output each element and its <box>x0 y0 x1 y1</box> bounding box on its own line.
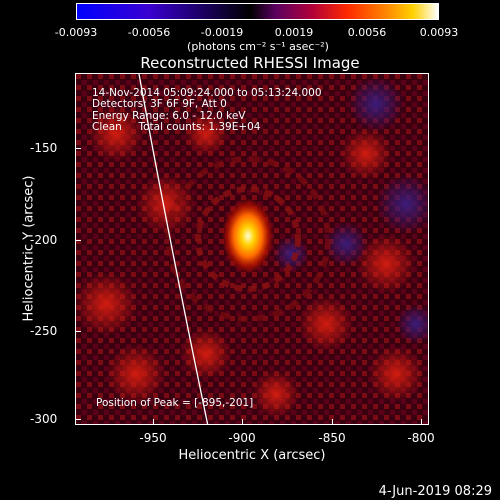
solar-limb <box>138 74 209 424</box>
annotation-time: 14-Nov-2014 05:09:24.000 to 05:13:24.000 <box>92 87 322 99</box>
annotation-peak: Position of Peak = [-895,-201] <box>96 397 254 409</box>
x-tickmark <box>242 419 243 425</box>
colorbar-tick: -0.0093 <box>54 26 98 39</box>
annotation-clean: Clean Total counts: 1.39E+04 <box>92 121 261 133</box>
image-canvas <box>76 74 428 424</box>
colorbar-tick: -0.0019 <box>200 26 244 39</box>
x-tickmark <box>332 419 333 425</box>
colorbar-tick: 0.0019 <box>274 26 314 39</box>
x-tick-label: -850 <box>318 431 346 445</box>
y-axis-label: Heliocentric Y (arcsec) <box>21 175 37 322</box>
colorbar-tick: -0.0056 <box>127 26 171 39</box>
colorbar <box>76 3 439 20</box>
colorbar-tick: 0.0056 <box>347 26 387 39</box>
colorbar-tick: 0.0093 <box>419 26 459 39</box>
y-tickmark <box>75 148 81 149</box>
y-tick-label: -200 <box>30 233 58 247</box>
rhessi-image: 14-Nov-2014 05:09:24.000 to 05:13:24.000… <box>75 73 429 425</box>
x-tick-label: -800 <box>407 431 435 445</box>
x-tick-label: -950 <box>139 431 167 445</box>
x-tickmark <box>153 419 154 425</box>
x-tickmark <box>421 419 422 425</box>
y-tick-label: -250 <box>30 324 58 338</box>
footer-date: 4-Jun-2019 08:29 <box>378 484 492 499</box>
x-axis-label: Heliocentric X (arcsec) <box>178 448 326 463</box>
plot-title: Reconstructed RHESSI Image <box>140 54 360 72</box>
y-tick-label: -150 <box>30 141 58 155</box>
colorbar-unit: (photons cm⁻² s⁻¹ asec⁻²) <box>187 40 329 53</box>
y-tickmark <box>75 240 81 241</box>
x-tick-label: -900 <box>228 431 256 445</box>
y-tick-label: -300 <box>30 412 58 426</box>
y-tickmark <box>75 331 81 332</box>
annotation-detectors: Detectors: 3F 6F 9F, Att 0 <box>92 98 227 110</box>
annotation-energy: Energy Range: 6.0 - 12.0 keV <box>92 110 246 122</box>
y-tickmark <box>75 419 81 420</box>
